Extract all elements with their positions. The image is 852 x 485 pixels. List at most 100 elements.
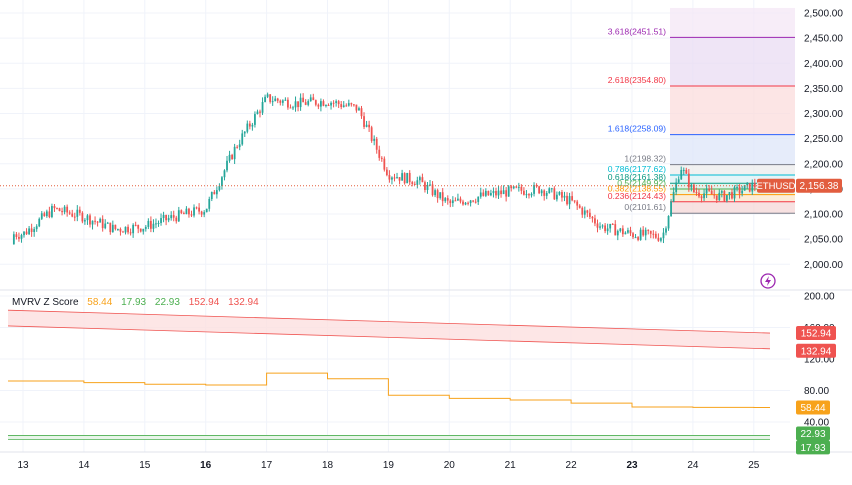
candle-body	[439, 192, 442, 199]
fib-level-label: 0.618(2161.38)	[608, 172, 666, 182]
fibonacci-retracement[interactable]: 0(2101.61)0.236(2124.43)0.382(2138.55)0.…	[608, 7, 795, 214]
candle-body	[639, 229, 642, 240]
candle-body	[284, 99, 287, 101]
candle-body	[515, 186, 518, 188]
candle-body	[647, 229, 650, 231]
candle-body	[261, 102, 264, 113]
candle-body	[281, 100, 284, 103]
flash-icon[interactable]	[760, 273, 776, 289]
fib-zone	[670, 175, 795, 184]
candle-body	[122, 231, 124, 233]
candle-body	[510, 186, 513, 189]
candle-body	[736, 187, 738, 189]
candle-body	[355, 104, 358, 111]
candle-body	[482, 192, 485, 196]
candle-body	[578, 205, 581, 208]
candle-body	[449, 200, 452, 204]
candle-body	[616, 230, 619, 236]
candle-body	[45, 211, 48, 217]
candle-body	[350, 103, 353, 105]
candle-body	[373, 138, 376, 141]
candle-body	[375, 138, 378, 150]
candle-body	[342, 105, 345, 108]
candle-body	[233, 146, 236, 160]
candle-body	[246, 123, 249, 132]
candle-body	[497, 190, 500, 196]
candle-body	[487, 190, 490, 196]
mvrv-line	[8, 372, 770, 408]
candle-body	[269, 94, 272, 102]
candle-body	[137, 224, 140, 229]
price-tick-label: 2,450.00	[804, 34, 843, 45]
time-tick-label: 15	[139, 460, 151, 471]
price-tick-label: 2,250.00	[804, 134, 843, 145]
candle-body	[266, 94, 269, 97]
candle-body	[215, 190, 218, 195]
candle-body	[195, 207, 198, 209]
candle-body	[662, 232, 665, 239]
candle-body	[462, 201, 464, 205]
candle-body	[632, 233, 634, 238]
candle-body	[474, 201, 477, 203]
candle-body	[703, 193, 705, 199]
fib-zone	[670, 37, 795, 86]
candle-body	[287, 99, 289, 108]
candle-body	[370, 127, 373, 141]
upper-band-line	[7, 325, 771, 350]
candle-body	[89, 215, 91, 225]
candle-body	[467, 202, 469, 204]
candle-body	[436, 190, 439, 199]
fib-level-label: 0(2101.61)	[624, 202, 666, 212]
candle-body	[654, 233, 657, 238]
candle-body	[20, 235, 23, 239]
candle-body	[690, 184, 693, 188]
candle-body	[614, 224, 617, 236]
fib-level-label: 3.618(2451.51)	[608, 26, 666, 36]
candle-body	[330, 102, 332, 106]
candle-body	[205, 208, 208, 213]
candle-body	[317, 104, 320, 107]
indicator-legend[interactable]: MVRV Z Score 58.44 17.93 22.93 152.94 13…	[12, 297, 265, 308]
candle-body	[30, 228, 33, 232]
candle-body	[418, 177, 421, 181]
candle-body	[149, 220, 152, 229]
candle-body	[322, 101, 325, 106]
candle-body	[15, 234, 18, 237]
candle-body	[129, 232, 132, 234]
candle-body	[170, 215, 173, 219]
indicator-tick-label: 200.00	[804, 292, 835, 303]
candle-body	[746, 183, 749, 186]
candle-body	[431, 184, 434, 196]
candle-body	[421, 177, 424, 183]
candle-body	[63, 206, 66, 213]
candle-body	[155, 223, 157, 225]
candle-body	[530, 193, 533, 196]
candle-body	[558, 192, 561, 195]
axes: 2,500.00 2,450.00 2,400.00 2,350.00 2,300.00…	[17, 9, 843, 472]
candle-body	[380, 157, 383, 159]
lower1-tag-bg	[796, 426, 830, 441]
candle-body	[700, 196, 703, 199]
lower1-tag: 22.93	[800, 429, 825, 440]
candle-body	[117, 228, 119, 230]
candle-body	[299, 97, 302, 108]
candle-body	[545, 193, 548, 196]
candle-body	[94, 220, 96, 222]
candle-body	[71, 213, 74, 217]
candle-body	[619, 228, 622, 231]
candle-body	[200, 211, 203, 215]
indicator-tick-label: 80.00	[804, 386, 829, 397]
candle-body	[259, 111, 261, 113]
upper2-tag: 132.94	[801, 346, 832, 357]
candle-body	[12, 234, 15, 245]
candle-body	[139, 228, 142, 232]
candle-body	[48, 211, 51, 218]
candle-body	[228, 154, 231, 161]
candle-body	[733, 187, 736, 199]
candle-body	[624, 232, 627, 235]
candle-body	[256, 111, 259, 115]
candle-body	[695, 192, 698, 194]
indicator-value-upper2: 132.94	[228, 297, 259, 308]
candles	[0, 92, 790, 245]
